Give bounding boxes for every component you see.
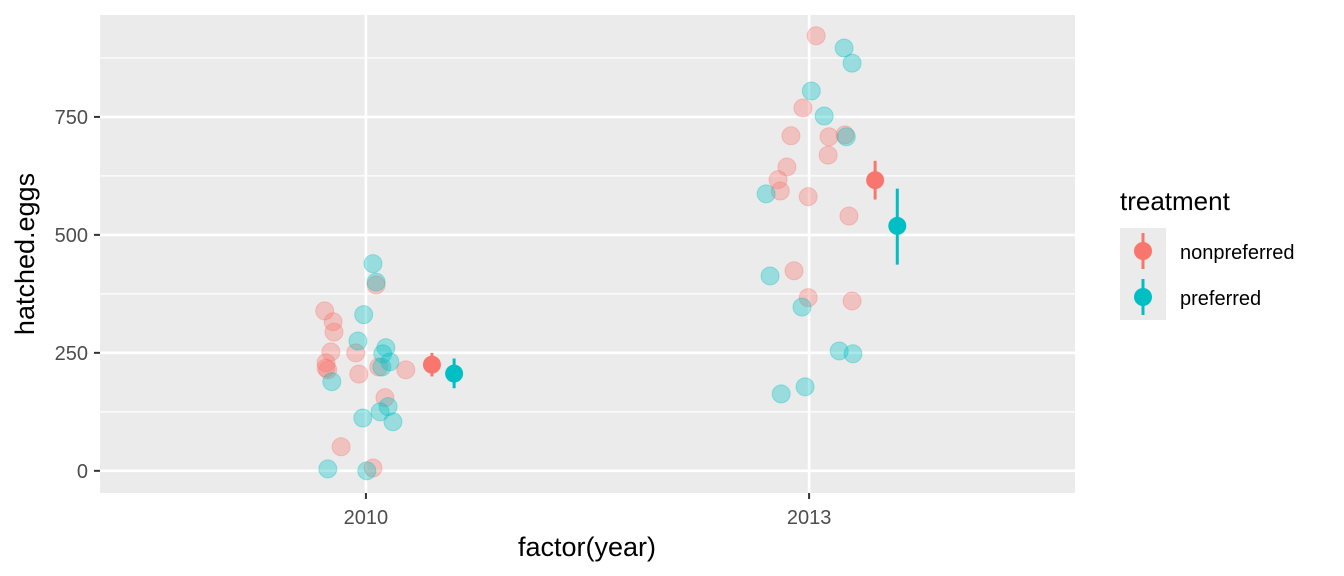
- data-point-preferred: [801, 81, 821, 101]
- mean-point-nonpreferred: [866, 171, 885, 190]
- legend: treatment nonpreferred preferred: [1120, 186, 1295, 320]
- data-point-nonpreferred: [324, 322, 344, 342]
- y-tick-label: 250: [55, 343, 88, 365]
- data-point-nonpreferred: [363, 458, 383, 478]
- y-axis: 0 250 500 750: [55, 107, 100, 483]
- mean-point-preferred: [445, 364, 464, 383]
- data-point-preferred: [354, 305, 374, 325]
- data-point-preferred: [363, 254, 383, 274]
- data-point-preferred: [370, 402, 390, 422]
- data-point-nonpreferred: [806, 26, 826, 46]
- legend-key-point: [1134, 288, 1152, 306]
- x-tick-label: 2010: [344, 507, 389, 529]
- data-point-preferred: [792, 297, 812, 317]
- data-point-preferred: [373, 344, 393, 364]
- y-tick-label: 500: [55, 225, 88, 247]
- mean-point-preferred: [888, 216, 907, 235]
- data-point-nonpreferred: [375, 388, 395, 408]
- data-point-preferred: [378, 397, 398, 417]
- data-point-nonpreferred: [818, 145, 838, 165]
- legend-key-point: [1134, 242, 1152, 260]
- legend-label: nonpreferred: [1180, 242, 1295, 264]
- data-point-preferred: [372, 357, 392, 377]
- data-point-nonpreferred: [784, 261, 804, 281]
- data-point-preferred: [760, 266, 780, 286]
- data-point-preferred: [383, 412, 403, 432]
- data-point-preferred: [834, 38, 854, 58]
- summaries: [422, 160, 907, 389]
- data-point-nonpreferred: [396, 360, 416, 380]
- data-point-preferred: [353, 408, 373, 428]
- data-point-preferred: [771, 384, 791, 404]
- data-point-nonpreferred: [842, 291, 862, 311]
- data-point-nonpreferred: [323, 312, 343, 332]
- y-axis-title: hatched.eggs: [10, 173, 40, 335]
- data-point-nonpreferred: [369, 357, 389, 377]
- data-point-nonpreferred: [777, 157, 797, 177]
- data-point-preferred: [380, 352, 400, 372]
- x-axis-title: factor(year): [518, 532, 656, 562]
- data-point-preferred: [795, 377, 815, 397]
- data-point-nonpreferred: [321, 342, 341, 362]
- data-point-preferred: [843, 344, 863, 364]
- data-point-preferred: [756, 184, 776, 204]
- x-axis: 2010 2013: [344, 493, 832, 529]
- panel-background: [100, 15, 1075, 493]
- data-point-preferred: [357, 461, 377, 481]
- data-point-nonpreferred: [798, 187, 818, 207]
- data-point-preferred: [376, 338, 396, 358]
- data-point-preferred: [829, 341, 849, 361]
- mean-point-nonpreferred: [422, 355, 441, 374]
- data-point-nonpreferred: [349, 364, 369, 384]
- legend-label: preferred: [1180, 288, 1261, 310]
- data-point-nonpreferred: [819, 127, 839, 147]
- data-point-nonpreferred: [781, 126, 801, 146]
- data-point-preferred: [836, 127, 856, 147]
- data-point-preferred: [318, 459, 338, 479]
- data-point-preferred: [842, 53, 862, 73]
- data-point-nonpreferred: [346, 343, 366, 363]
- y-tick-label: 750: [55, 107, 88, 129]
- y-tick-label: 0: [77, 461, 88, 483]
- x-tick-label: 2013: [787, 507, 832, 529]
- data-point-nonpreferred: [331, 437, 351, 457]
- data-point-nonpreferred: [316, 353, 336, 373]
- data-point-nonpreferred: [798, 288, 818, 308]
- data-point-nonpreferred: [793, 98, 813, 118]
- data-point-nonpreferred: [770, 181, 790, 201]
- grid-minor: [100, 57, 1075, 413]
- data-point-nonpreferred: [839, 206, 859, 226]
- grid-major: [100, 15, 1075, 493]
- data-point-nonpreferred: [768, 170, 788, 190]
- data-point-nonpreferred: [366, 275, 386, 295]
- data-point-nonpreferred: [318, 360, 338, 380]
- legend-title: treatment: [1120, 186, 1231, 216]
- data-point-preferred: [366, 272, 386, 292]
- data-point-nonpreferred: [315, 301, 335, 321]
- data-point-preferred: [322, 372, 342, 392]
- points: [315, 26, 863, 481]
- data-point-nonpreferred: [316, 358, 336, 378]
- data-point-preferred: [814, 106, 834, 126]
- data-point-nonpreferred: [835, 125, 855, 145]
- data-point-preferred: [348, 331, 368, 351]
